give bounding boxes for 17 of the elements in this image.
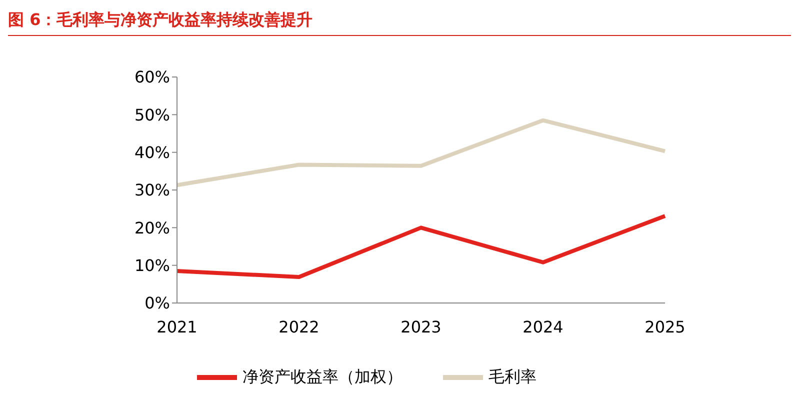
y-tick-label: 30% xyxy=(134,180,170,200)
y-tick-label: 10% xyxy=(134,256,170,276)
x-tick-label: 2022 xyxy=(278,317,320,336)
legend-label: 净资产收益率（加权） xyxy=(242,367,402,388)
line-series xyxy=(175,118,667,188)
x-tick-label: 2024 xyxy=(522,317,564,336)
line-series xyxy=(175,214,667,280)
chart-title: 图 6：毛利率与净资产收益率持续改善提升 xyxy=(8,10,313,31)
y-tick-label: 40% xyxy=(134,143,170,162)
x-tick-label: 2025 xyxy=(644,317,686,336)
y-tick-label: 20% xyxy=(134,218,170,238)
y-tick-label: 50% xyxy=(134,105,170,124)
x-tick-label: 2023 xyxy=(400,317,442,336)
y-tick-label: 0% xyxy=(144,294,170,313)
x-tick-label: 2021 xyxy=(156,317,198,336)
legend-label: 毛利率 xyxy=(488,367,536,388)
y-tick-label: 60% xyxy=(134,68,170,87)
